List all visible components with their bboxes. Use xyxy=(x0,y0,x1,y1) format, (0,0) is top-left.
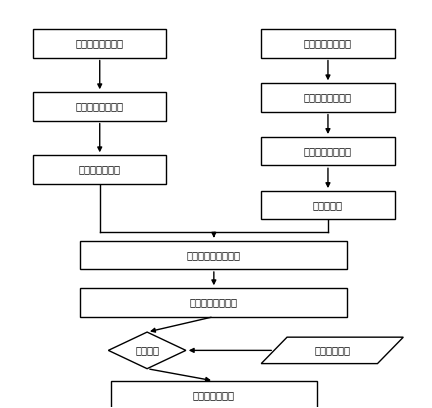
Bar xyxy=(80,288,347,317)
Polygon shape xyxy=(261,337,403,364)
Text: 收集遥感影像数据: 收集遥感影像数据 xyxy=(76,102,124,111)
Text: 实测地形数据: 实测地形数据 xyxy=(314,346,350,355)
Text: 精度检验: 精度检验 xyxy=(135,346,159,355)
Text: 提取遥感水边线: 提取遥感水边线 xyxy=(79,164,121,175)
Bar xyxy=(33,155,166,184)
Bar xyxy=(111,381,317,408)
Bar xyxy=(33,29,166,58)
Bar xyxy=(80,241,347,269)
Bar xyxy=(261,29,395,58)
Bar xyxy=(261,83,395,112)
Text: 建立水位观测基线: 建立水位观测基线 xyxy=(304,146,352,156)
Text: 确定监测区域范围: 确定监测区域范围 xyxy=(76,38,124,49)
Polygon shape xyxy=(108,332,186,369)
Text: 同步水位线: 同步水位线 xyxy=(313,200,343,210)
Text: 建立数字地形模型: 建立数字地形模型 xyxy=(190,297,238,307)
Bar xyxy=(33,92,166,121)
Bar xyxy=(261,137,395,165)
Bar xyxy=(261,191,395,220)
Text: 建立同步三维水边线: 建立同步三维水边线 xyxy=(187,250,241,260)
Text: 确定监测时间范围: 确定监测时间范围 xyxy=(304,38,352,49)
Text: 构建水位遥测站网: 构建水位遥测站网 xyxy=(304,93,352,102)
Text: 滩涂湿地地形图: 滩涂湿地地形图 xyxy=(193,390,235,400)
